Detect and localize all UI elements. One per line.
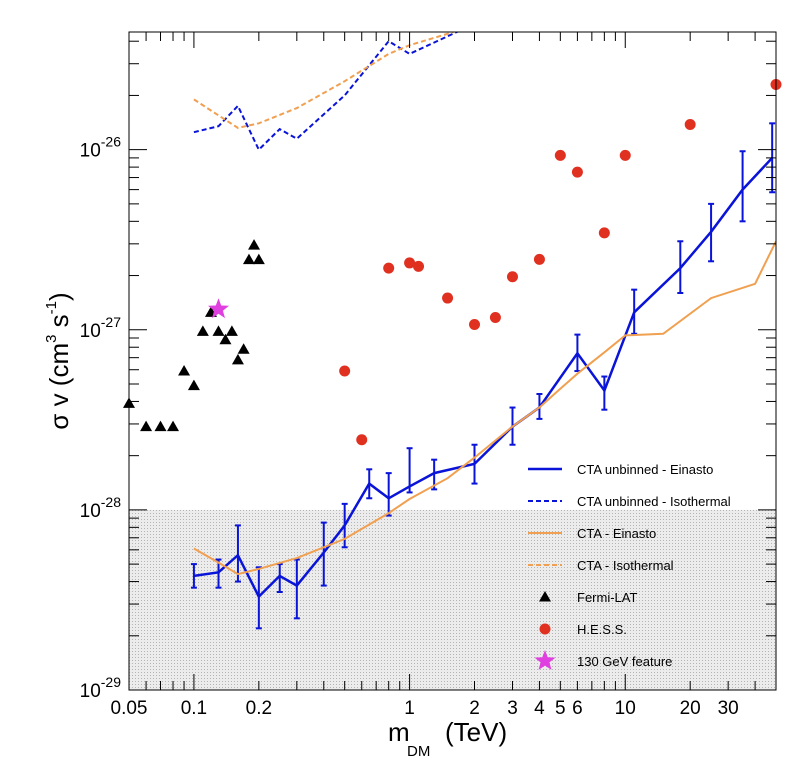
data-point-h-e-s-s	[413, 260, 425, 272]
legend-swatch	[539, 591, 551, 602]
legend-label: Fermi-LAT	[577, 590, 637, 605]
series-line-cta-unbinned-isothermal	[193, 32, 460, 152]
data-point-h-e-s-s	[554, 149, 566, 161]
data-point-fermi-lat	[154, 420, 167, 432]
legend-label: 130 GeV feature	[577, 654, 672, 669]
x-tick-label: 0.2	[246, 698, 272, 719]
data-point-fermi-lat	[196, 325, 209, 336]
data-point-h-e-s-s	[684, 118, 696, 130]
data-point-fermi-lat	[231, 353, 244, 365]
data-point-h-e-s-s	[598, 227, 610, 239]
y-tick-label: 10-27	[80, 314, 122, 342]
legend-label: CTA unbinned - Isothermal	[577, 494, 731, 509]
x-tick-label: 4	[534, 698, 545, 719]
legend-entry-130-gev-feature: 130 GeV feature	[534, 650, 672, 670]
y-tick-label: 10-26	[80, 134, 122, 162]
data-point-130-gev-feature	[208, 298, 229, 319]
legend-entry-cta-einasto: CTA - Einasto	[528, 526, 656, 541]
y-axis-title: σ v (cm3 s-1)	[43, 292, 74, 429]
legend-label: CTA - Isothermal	[577, 558, 674, 573]
data-point-fermi-lat	[225, 325, 238, 336]
data-point-fermi-lat	[178, 365, 191, 376]
x-tick-label: 20	[680, 698, 701, 719]
plot-frame	[128, 31, 777, 691]
data-point-h-e-s-s	[442, 292, 454, 304]
x-tick-label: 0.1	[181, 698, 207, 719]
legend-swatch	[534, 650, 556, 670]
x-tick-label: 5	[555, 698, 566, 719]
data-point-fermi-lat	[242, 253, 255, 265]
data-point-h-e-s-s	[533, 253, 545, 265]
legend-entry-cta-unbinned-isothermal: CTA unbinned - Isothermal	[528, 494, 731, 509]
y-tick-label: 10-29	[80, 674, 122, 702]
data-point-h-e-s-s	[506, 271, 518, 283]
data-point-h-e-s-s	[356, 434, 368, 446]
x-axis-title: m	[388, 717, 410, 747]
series-line-cta-einasto	[193, 240, 776, 576]
legend-label: CTA - Einasto	[577, 526, 656, 541]
x-tick-label: 6	[572, 698, 583, 719]
x-axis-title-unit: (TeV)	[445, 717, 507, 747]
data-point-fermi-lat	[212, 325, 225, 336]
data-point-h-e-s-s	[489, 311, 501, 323]
legend-entry-h-e-s-s: H.E.S.S.	[539, 622, 627, 637]
series-line-cta-isothermal	[193, 32, 456, 129]
legend-entry-cta-unbinned-einasto: CTA unbinned - Einasto	[528, 462, 713, 477]
data-point-fermi-lat	[237, 343, 250, 354]
x-axis-title-subscript: DM	[407, 743, 430, 760]
legend-swatch	[539, 623, 551, 635]
data-point-fermi-lat	[140, 420, 153, 432]
series-line-cta-unbinned-einasto	[193, 157, 774, 599]
data-point-h-e-s-s	[404, 257, 416, 269]
legend-entry-cta-isothermal: CTA - Isothermal	[528, 558, 674, 573]
x-tick-label: 2	[469, 698, 480, 719]
x-tick-label: 0.05	[111, 698, 148, 719]
x-tick-label: 10	[615, 698, 636, 719]
shaded-region	[129, 509, 776, 690]
legend-entry-fermi-lat: Fermi-LAT	[539, 590, 637, 605]
data-point-fermi-lat	[187, 379, 200, 391]
data-point-fermi-lat	[167, 420, 180, 432]
data-point-h-e-s-s	[383, 262, 395, 274]
data-point-h-e-s-s	[469, 318, 481, 330]
x-tick-label: 1	[404, 698, 415, 719]
data-point-h-e-s-s	[339, 365, 351, 377]
y-tick-label: 10-28	[80, 494, 122, 522]
data-point-h-e-s-s	[571, 166, 583, 178]
data-point-fermi-lat	[219, 333, 232, 345]
data-point-h-e-s-s	[619, 149, 631, 161]
legend-label: CTA unbinned - Einasto	[577, 462, 713, 477]
data-point-fermi-lat	[252, 253, 265, 265]
x-tick-label: 30	[718, 698, 739, 719]
data-point-fermi-lat	[248, 239, 261, 250]
legend-label: H.E.S.S.	[577, 622, 627, 637]
x-tick-label: 3	[507, 698, 518, 719]
